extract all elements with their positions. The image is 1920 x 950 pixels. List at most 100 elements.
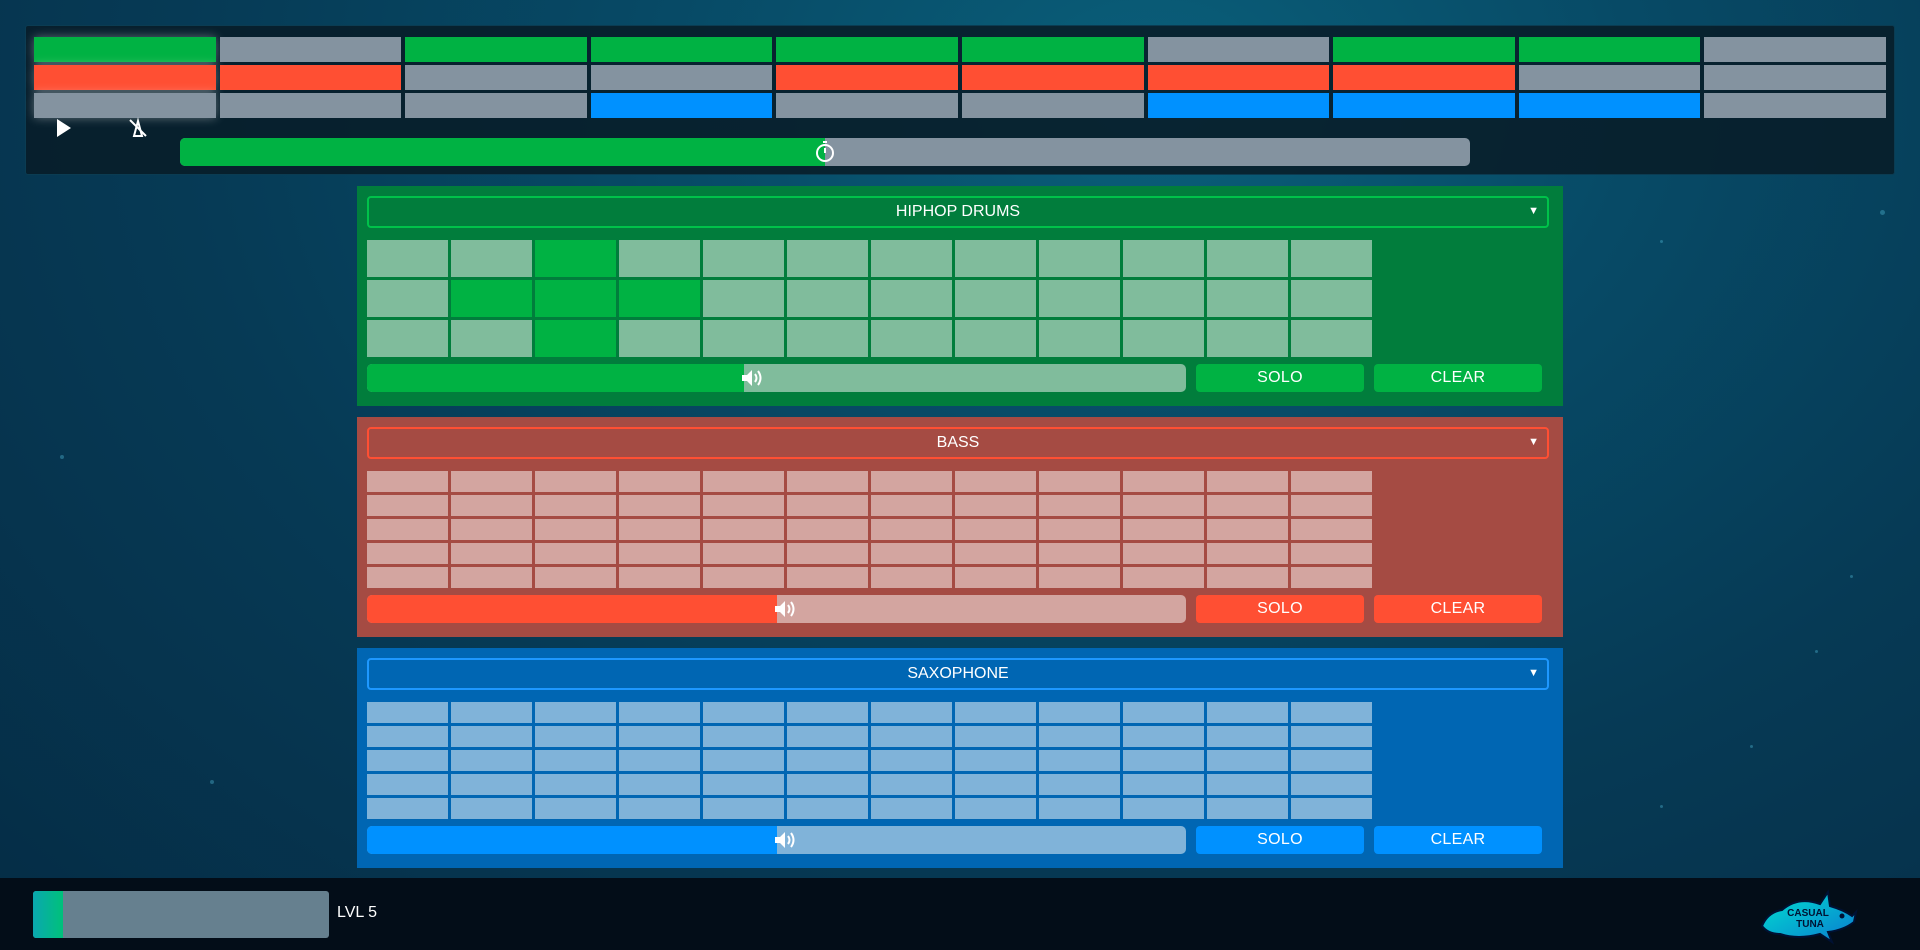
step-pad[interactable]	[871, 702, 952, 723]
step-pad[interactable]	[1207, 798, 1288, 819]
overview-cell[interactable]	[776, 37, 958, 62]
step-pad[interactable]	[619, 750, 700, 771]
step-pad[interactable]	[871, 240, 952, 277]
step-pad[interactable]	[1039, 320, 1120, 357]
step-pad[interactable]	[1291, 320, 1372, 357]
step-pad[interactable]	[1039, 774, 1120, 795]
step-pad[interactable]	[535, 495, 616, 516]
step-pad[interactable]	[703, 519, 784, 540]
step-pad[interactable]	[1207, 702, 1288, 723]
overview-cell[interactable]	[590, 93, 773, 118]
step-pad[interactable]	[787, 543, 868, 564]
step-pad[interactable]	[451, 519, 532, 540]
step-pad[interactable]	[451, 320, 532, 357]
step-pad[interactable]	[871, 726, 952, 747]
step-pad[interactable]	[619, 543, 700, 564]
step-pad[interactable]	[955, 320, 1036, 357]
step-pad[interactable]	[535, 567, 616, 588]
step-pad[interactable]	[1123, 774, 1204, 795]
step-pad[interactable]	[703, 567, 784, 588]
step-pad[interactable]	[703, 774, 784, 795]
step-pad[interactable]	[367, 471, 448, 492]
step-pad[interactable]	[451, 240, 532, 277]
step-pad[interactable]	[1039, 567, 1120, 588]
step-pad[interactable]	[1039, 798, 1120, 819]
step-pad[interactable]	[1291, 774, 1372, 795]
step-pad[interactable]	[451, 280, 532, 317]
instrument-select[interactable]: SAXOPHONE ▼	[367, 658, 1549, 690]
clear-button[interactable]: CLEAR	[1374, 826, 1542, 854]
step-pad[interactable]	[1123, 240, 1204, 277]
volume-slider[interactable]	[367, 364, 1186, 392]
step-pad[interactable]	[1039, 726, 1120, 747]
step-pad[interactable]	[787, 798, 868, 819]
step-pad[interactable]	[1207, 240, 1288, 277]
step-pad[interactable]	[1291, 702, 1372, 723]
step-pad[interactable]	[619, 280, 700, 317]
step-pad[interactable]	[1123, 543, 1204, 564]
step-pad[interactable]	[1039, 280, 1120, 317]
step-pad[interactable]	[1207, 519, 1288, 540]
overview-cell[interactable]	[590, 65, 773, 90]
step-pad[interactable]	[367, 543, 448, 564]
step-pad[interactable]	[703, 240, 784, 277]
instrument-select[interactable]: HIPHOP DRUMS ▼	[367, 196, 1549, 228]
overview-cell[interactable]	[961, 65, 1144, 90]
step-pad[interactable]	[787, 702, 868, 723]
step-pad[interactable]	[451, 471, 532, 492]
step-pad[interactable]	[787, 774, 868, 795]
step-pad[interactable]	[703, 471, 784, 492]
step-pad[interactable]	[1039, 543, 1120, 564]
step-pad[interactable]	[1123, 567, 1204, 588]
step-pad[interactable]	[1291, 519, 1372, 540]
step-pad[interactable]	[1291, 280, 1372, 317]
step-pad[interactable]	[787, 726, 868, 747]
clear-button[interactable]: CLEAR	[1374, 595, 1542, 623]
step-pad[interactable]	[1291, 798, 1372, 819]
step-pad[interactable]	[1291, 495, 1372, 516]
step-pad[interactable]	[451, 774, 532, 795]
step-pad[interactable]	[1123, 750, 1204, 771]
step-pad[interactable]	[1291, 240, 1372, 277]
step-pad[interactable]	[367, 750, 448, 771]
step-pad[interactable]	[535, 320, 616, 357]
step-pad[interactable]	[367, 726, 448, 747]
step-pad[interactable]	[619, 567, 700, 588]
overview-cell[interactable]	[34, 93, 216, 118]
step-pad[interactable]	[1039, 702, 1120, 723]
step-pad[interactable]	[619, 495, 700, 516]
step-pad[interactable]	[451, 798, 532, 819]
step-pad[interactable]	[1207, 543, 1288, 564]
step-pad[interactable]	[871, 750, 952, 771]
step-pad[interactable]	[871, 543, 952, 564]
step-pad[interactable]	[367, 519, 448, 540]
step-pad[interactable]	[367, 774, 448, 795]
step-pad[interactable]	[955, 726, 1036, 747]
step-pad[interactable]	[703, 702, 784, 723]
step-pad[interactable]	[1123, 702, 1204, 723]
step-pad[interactable]	[535, 543, 616, 564]
step-pad[interactable]	[955, 702, 1036, 723]
step-pad[interactable]	[1123, 519, 1204, 540]
step-pad[interactable]	[1291, 750, 1372, 771]
step-pad[interactable]	[1123, 471, 1204, 492]
step-pad[interactable]	[871, 774, 952, 795]
step-pad[interactable]	[955, 240, 1036, 277]
step-pad[interactable]	[1039, 495, 1120, 516]
metronome-toggle-button[interactable]	[118, 108, 158, 148]
overview-cell[interactable]	[1704, 93, 1886, 118]
overview-cell[interactable]	[1333, 65, 1515, 90]
step-pad[interactable]	[787, 567, 868, 588]
step-pad[interactable]	[367, 798, 448, 819]
step-pad[interactable]	[619, 726, 700, 747]
overview-cell[interactable]	[405, 65, 587, 90]
play-button[interactable]	[44, 108, 84, 148]
step-pad[interactable]	[367, 320, 448, 357]
step-pad[interactable]	[367, 567, 448, 588]
step-pad[interactable]	[1291, 471, 1372, 492]
step-pad[interactable]	[451, 726, 532, 747]
step-pad[interactable]	[619, 240, 700, 277]
step-pad[interactable]	[787, 750, 868, 771]
step-pad[interactable]	[871, 519, 952, 540]
step-pad[interactable]	[619, 320, 700, 357]
